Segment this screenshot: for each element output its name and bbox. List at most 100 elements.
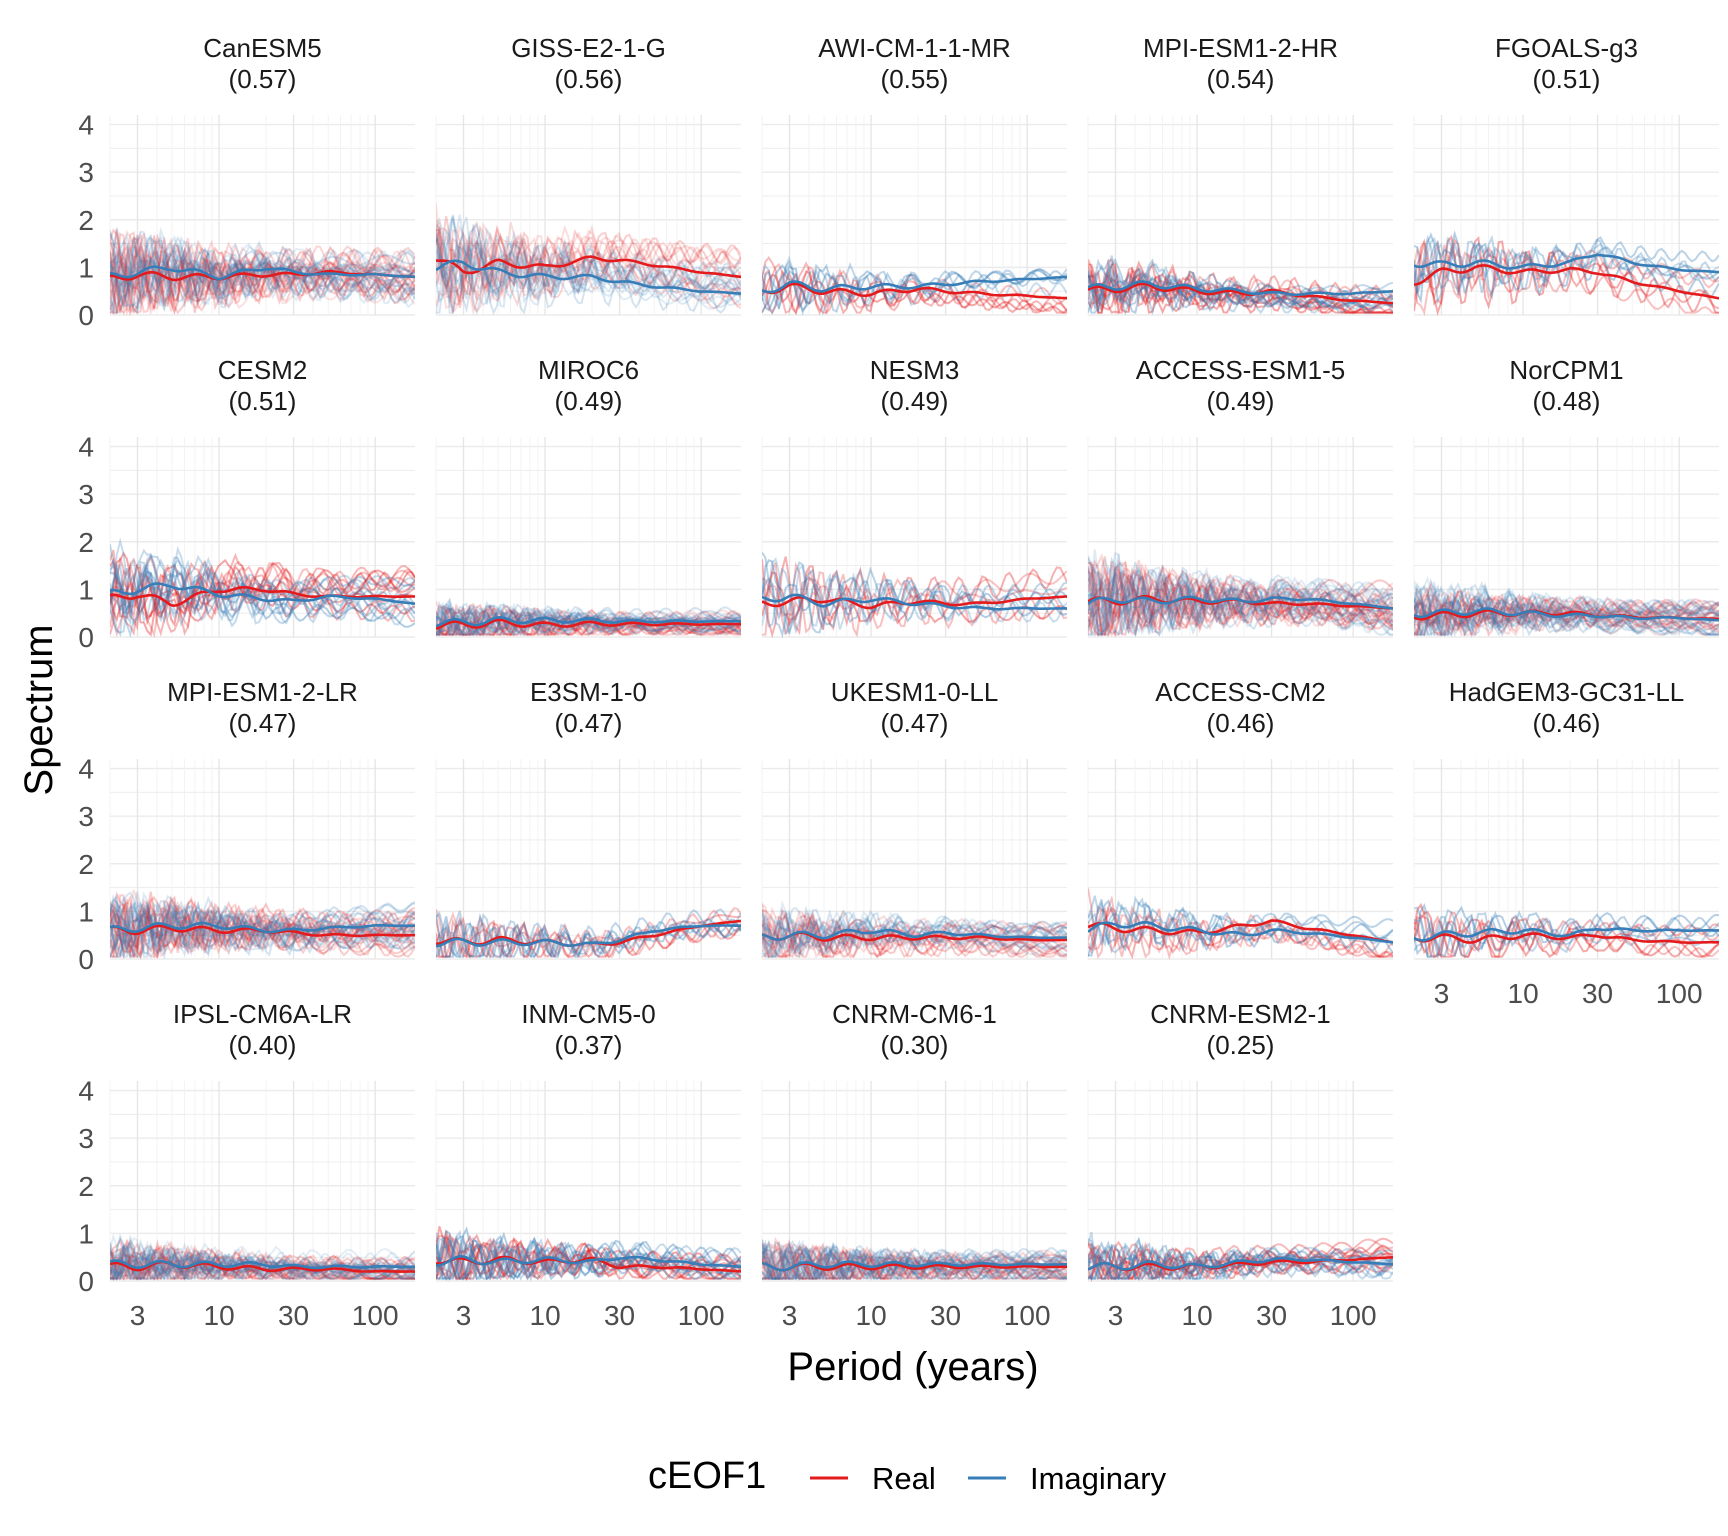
ensemble-line-imag: [1088, 258, 1393, 309]
ensemble-line-real: [110, 236, 415, 314]
facet-score-label: (0.55): [881, 64, 949, 94]
facet-panel: NESM3(0.49): [761, 355, 1067, 639]
ensemble-line-real: [110, 1238, 415, 1280]
ensemble-line-imag: [110, 891, 415, 958]
ensemble-line-real: [1414, 234, 1719, 317]
facet-model-label: AWI-CM-1-1-MR: [818, 33, 1011, 63]
ensemble-line-real: [110, 557, 415, 639]
ensemble-line-real: [110, 890, 415, 958]
ensemble-line-imag: [1088, 569, 1393, 633]
ensemble-line-real: [1088, 566, 1393, 636]
facet-score-label: (0.49): [881, 386, 949, 416]
ensemble-line-real: [436, 216, 741, 308]
ensemble-line-imag: [1088, 911, 1393, 948]
ensemble-line-real: [436, 229, 741, 306]
mean-line-imag: [1088, 1256, 1393, 1271]
mean-line-imag: [762, 275, 1067, 294]
ensemble-line-imag: [110, 558, 415, 638]
ensemble-line-real: [436, 228, 741, 296]
facet-score-label: (0.25): [1207, 1030, 1275, 1060]
mean-line-real: [762, 931, 1067, 942]
ensemble-line-real: [110, 1242, 415, 1280]
ensemble-line-real: [1088, 577, 1393, 620]
ensemble-line-real: [1088, 576, 1393, 628]
ensemble-line-imag: [110, 236, 415, 315]
facet-panel: GISS-E2-1-G(0.56): [435, 33, 741, 316]
ensemble-line-imag: [110, 563, 415, 618]
facet-model-label: FGOALS-g3: [1495, 33, 1638, 63]
facet-panel: CNRM-ESM2-1(0.25) 3 10 30 100: [1087, 999, 1393, 1331]
ensemble-line-imag: [436, 238, 741, 307]
ensemble-line-real: [110, 1237, 415, 1280]
ensemble-line-real: [436, 906, 741, 959]
facet-model-label: MPI-ESM1-2-LR: [167, 677, 358, 707]
ensemble-line-real: [1414, 599, 1719, 631]
ensemble-line-imag: [762, 1247, 1067, 1280]
ensemble-line-real: [110, 570, 415, 620]
panel-grid: [109, 1081, 415, 1282]
ensemble-line-real: [436, 227, 741, 303]
facet-panel: NorCPM1(0.48): [1413, 355, 1719, 639]
ensemble-line-real: [1088, 1248, 1393, 1281]
ensemble-line-real: [1088, 571, 1393, 626]
ensemble-line-real: [1088, 566, 1393, 637]
facet-score-label: (0.51): [1533, 64, 1601, 94]
ensemble-line-imag: [762, 557, 1067, 635]
facet-panel: CNRM-CM6-1(0.30) 3 10 30 100: [761, 999, 1067, 1331]
ensemble-line-real: [1088, 270, 1393, 314]
ensemble-line-imag: [762, 551, 1067, 639]
ensemble-line-real: [762, 556, 1067, 639]
ensemble-line-imag: [110, 249, 415, 293]
ensemble-line-real: [110, 551, 415, 637]
ensemble-line-real: [1414, 587, 1719, 636]
ensemble-line-real: [110, 248, 415, 307]
ensemble-line-real: [762, 262, 1067, 316]
ensemble-line-real: [110, 898, 415, 958]
ensemble-line-real: [1088, 566, 1393, 636]
ensemble-line-imag: [1414, 910, 1719, 958]
ensemble-line-imag: [1088, 257, 1393, 314]
ensemble-line-real: [436, 235, 741, 296]
mean-line-real: [110, 586, 415, 608]
ensemble-line-imag: [1088, 557, 1393, 637]
ensemble-line-real: [1088, 907, 1393, 958]
ensemble-line-imag: [762, 915, 1067, 951]
ensemble-line-imag: [436, 1229, 741, 1281]
facet-panel: CanESM5(0.57) 0 1 2 3 4: [78, 33, 415, 331]
ensemble-line-real: [1414, 593, 1719, 629]
ensemble-line-real: [110, 909, 415, 953]
ensemble-line-real: [110, 557, 415, 637]
ensemble-line-imag: [762, 908, 1067, 958]
facet-panel: INM-CM5-0(0.37) 3 10 30 100: [435, 999, 741, 1331]
ensemble-line-real: [762, 1236, 1067, 1280]
mean-line-imag: [762, 928, 1067, 941]
ensemble-line-imag: [110, 569, 415, 611]
ensemble-line-imag: [110, 548, 415, 634]
ensemble-line-imag: [1414, 594, 1719, 626]
x-tick-label: 3: [782, 1300, 798, 1331]
x-tick-label: 3: [1434, 978, 1450, 1009]
facet-panel: ACCESS-CM2(0.46): [1087, 677, 1393, 960]
panel-series: [110, 226, 415, 317]
facet-score-label: (0.40): [229, 1030, 297, 1060]
facet-model-label: ACCESS-ESM1-5: [1136, 355, 1346, 385]
y-tick-label: 2: [78, 527, 94, 558]
x-tick-label: 3: [130, 1300, 146, 1331]
facet-panel: CESM2(0.51) 0 1 2 3 4: [78, 355, 415, 653]
y-tick-label: 0: [78, 1266, 94, 1297]
panel-grid: [761, 437, 1067, 638]
ensemble-line-imag: [762, 576, 1067, 621]
ensemble-line-real: [762, 1241, 1067, 1280]
ensemble-line-imag: [110, 230, 415, 316]
ensemble-line-imag: [110, 895, 415, 957]
ensemble-line-real: [1088, 566, 1393, 638]
ensemble-line-imag: [1414, 593, 1719, 636]
ensemble-line-imag: [1414, 583, 1719, 638]
ensemble-line-real: [1088, 904, 1393, 958]
ensemble-line-real: [110, 911, 415, 948]
ensemble-line-real: [762, 909, 1067, 959]
ensemble-line-imag: [1088, 580, 1393, 626]
facet-model-label: UKESM1-0-LL: [831, 677, 999, 707]
ensemble-line-imag: [762, 911, 1067, 957]
ensemble-line-imag: [1088, 564, 1393, 637]
